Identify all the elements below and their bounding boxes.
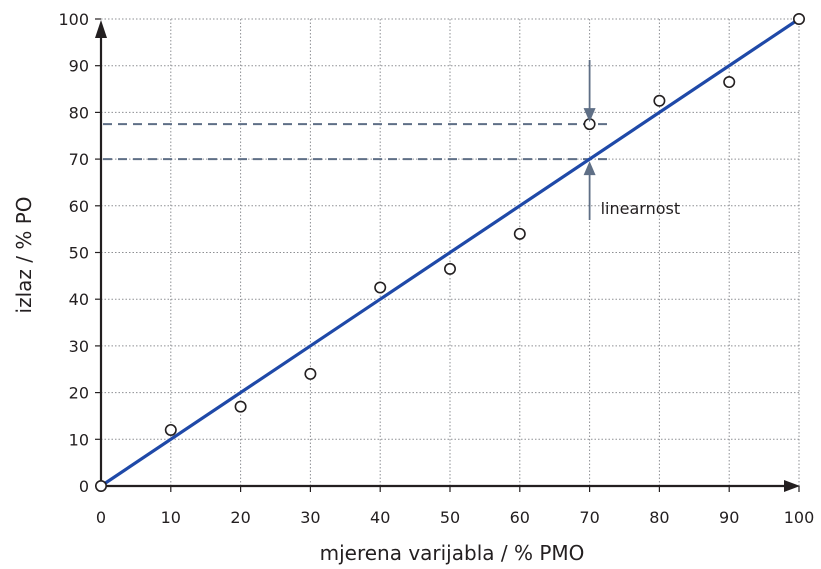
x-tick-label-0: 0	[96, 508, 106, 527]
data-points	[95, 13, 805, 492]
x-tick-label-50: 50	[440, 508, 460, 527]
linearity-annotation: linearnost	[583, 60, 681, 220]
y-axis-title: izlaz / % PO	[12, 197, 36, 314]
x-tick-labels: 0 10 20 30 40 50 60 70 80 90 100	[96, 508, 814, 527]
x-tick-label-70: 70	[579, 508, 599, 527]
y-tick-label-90: 90	[69, 57, 89, 76]
x-tick-label-40: 40	[370, 508, 390, 527]
x-axis-title: mjerena varijabla / % PMO	[320, 541, 585, 565]
data-point-3	[304, 367, 317, 380]
y-tick-label-10: 10	[69, 430, 89, 449]
data-point-10	[792, 13, 805, 25]
y-tick-label-100: 100	[58, 10, 89, 29]
y-tick-label-30: 30	[69, 337, 89, 356]
data-point-4	[374, 281, 387, 294]
linearity-label: linearnost	[601, 199, 681, 218]
y-tick-label-50: 50	[69, 244, 89, 263]
fit-line-group	[99, 17, 801, 488]
arrow-top-head	[583, 108, 596, 123]
y-tick-label-70: 70	[69, 150, 89, 169]
axes	[95, 18, 800, 492]
data-point-2	[234, 400, 247, 413]
arrow-bottom-head	[583, 161, 596, 176]
x-tick-label-90: 90	[719, 508, 739, 527]
y-tick-labels: 0 10 20 30 40 50 60 70 80 90 100	[58, 10, 89, 496]
data-point-8	[653, 94, 666, 107]
data-point-1	[164, 423, 177, 436]
y-tick-label-60: 60	[69, 197, 89, 216]
x-tick-label-60: 60	[510, 508, 530, 527]
x-axis-arrow	[784, 480, 800, 492]
x-tick-label-100: 100	[784, 508, 815, 527]
data-point-9	[723, 76, 736, 89]
y-tick-label-80: 80	[69, 103, 89, 122]
x-tick-label-30: 30	[300, 508, 320, 527]
y-tick-label-40: 40	[69, 290, 89, 309]
fit-line	[99, 17, 801, 488]
data-point-0	[95, 479, 108, 492]
grid	[101, 18, 800, 486]
y-axis-arrow	[95, 20, 107, 38]
y-tick-label-20: 20	[69, 384, 89, 403]
data-point-5	[443, 262, 456, 275]
x-tick-label-80: 80	[649, 508, 669, 527]
data-point-6	[513, 227, 526, 240]
x-tick-label-10: 10	[161, 508, 181, 527]
x-tick-label-20: 20	[230, 508, 250, 527]
reference-lines	[103, 123, 612, 161]
y-tick-label-0: 0	[79, 477, 89, 496]
